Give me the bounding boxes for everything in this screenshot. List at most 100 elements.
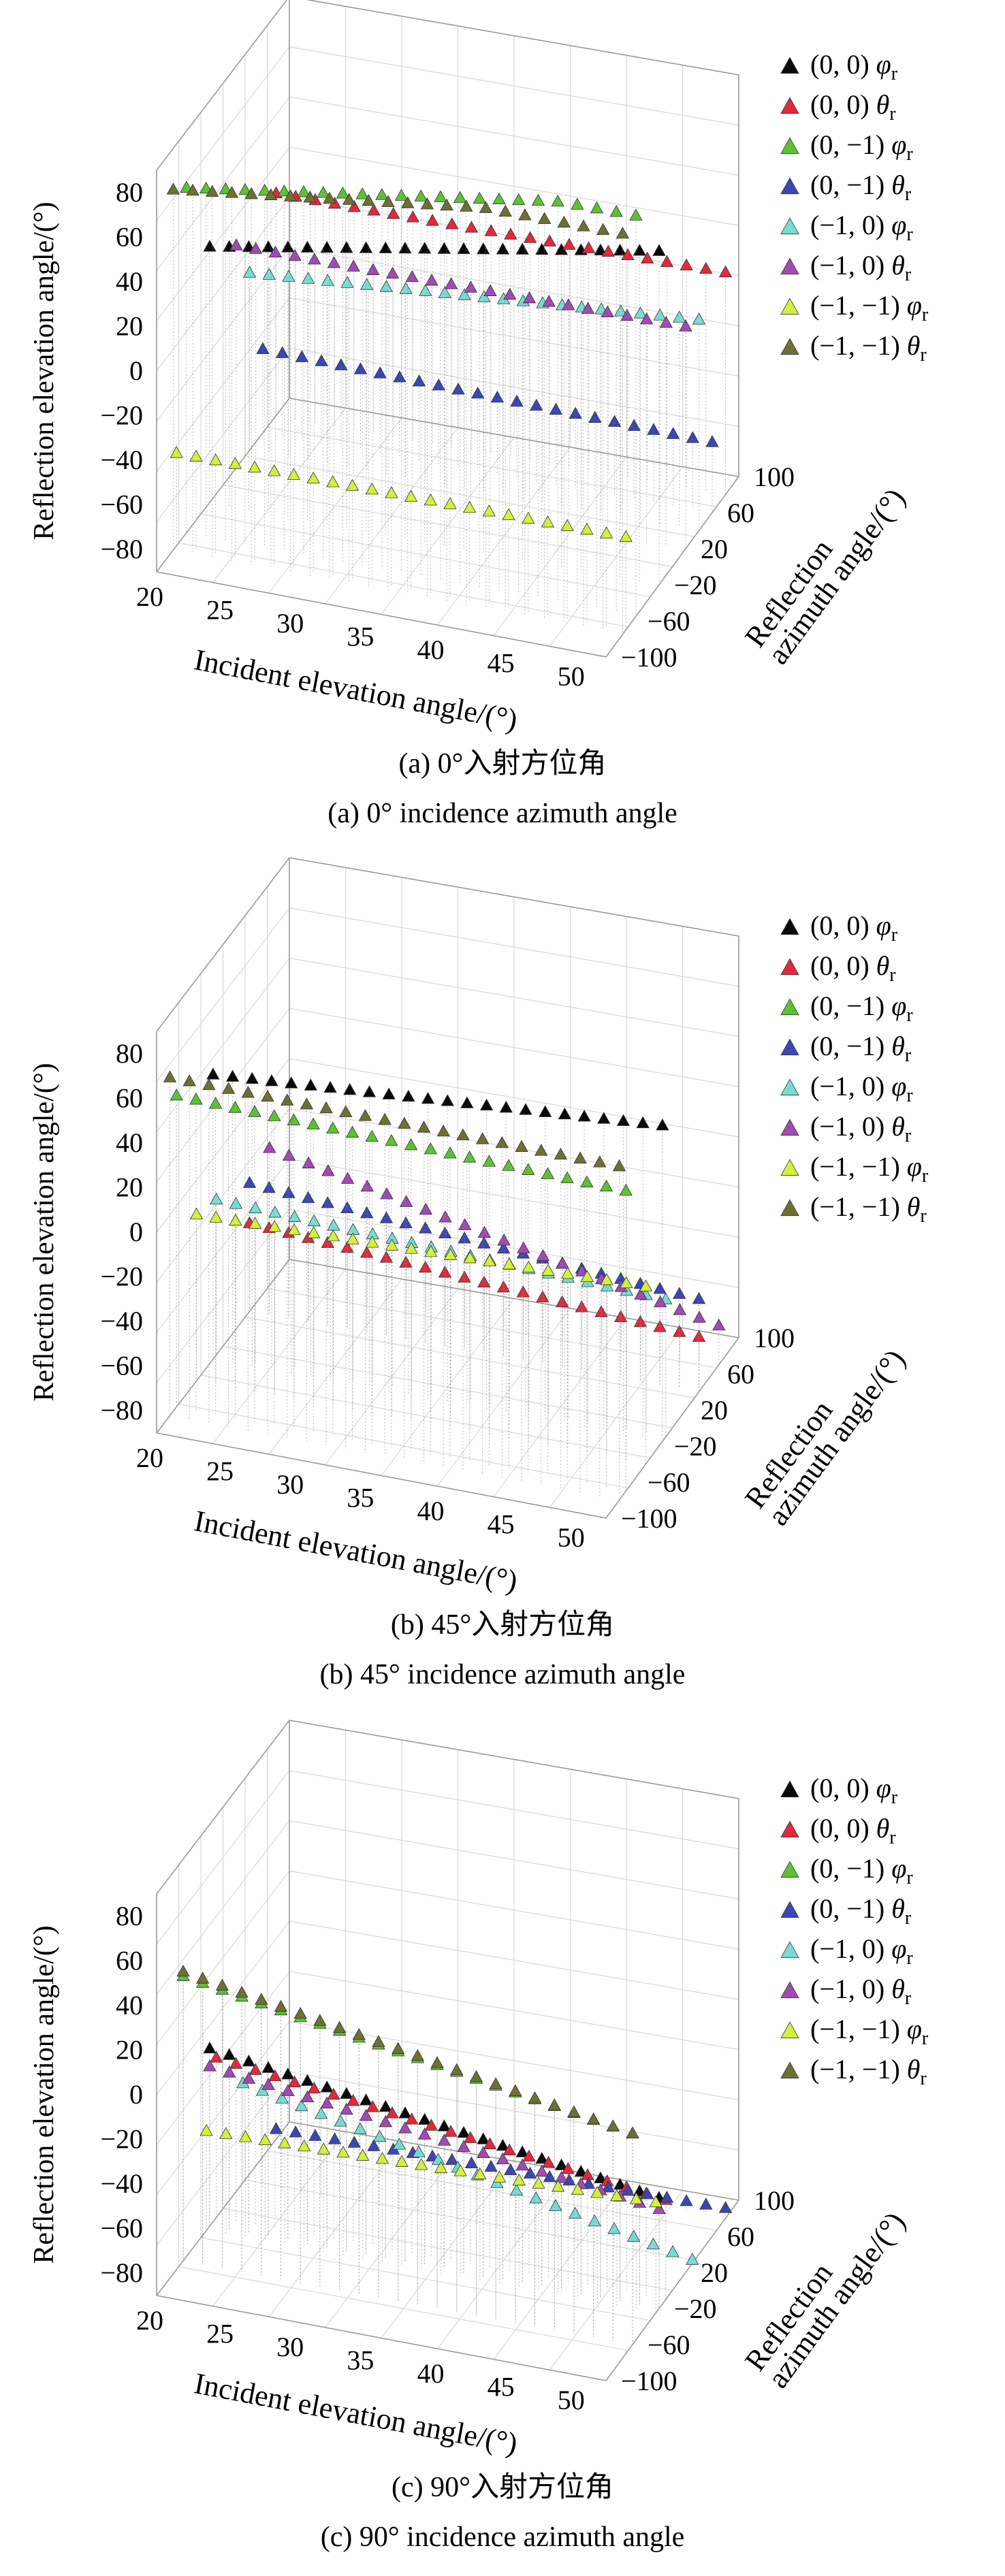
- data-point: [451, 382, 465, 395]
- data-point: [170, 446, 183, 458]
- legend-label: (−1, −1) φr: [810, 2014, 929, 2049]
- data-point: [379, 280, 394, 292]
- data-point: [225, 186, 239, 198]
- data-point: [536, 1249, 550, 1261]
- z-tick-label: −40: [100, 2168, 143, 2199]
- legend-marker: [780, 2061, 799, 2079]
- data-point: [600, 1273, 613, 1285]
- data-point: [209, 1210, 223, 1223]
- x-tick-label: 40: [417, 2358, 445, 2389]
- data-point: [340, 2087, 353, 2099]
- data-point: [261, 2061, 275, 2073]
- data-point: [424, 1244, 438, 1257]
- data-point: [541, 2155, 556, 2168]
- data-point: [535, 2164, 549, 2177]
- data-point: [356, 2148, 370, 2161]
- axis-edge: [289, 1720, 739, 1799]
- x-tick-label: 30: [276, 1469, 304, 1500]
- caption-en: (c) 90° incidence azimuth angle: [321, 2522, 685, 2553]
- data-point: [519, 1103, 532, 1115]
- chart-panel-3: 80 60 40 20 0 −20 −40 −60 −80 Reflection elevatio…: [29, 1720, 929, 2553]
- data-point: [660, 255, 674, 268]
- data-point: [346, 1232, 360, 1244]
- data-point: [483, 1254, 496, 1267]
- data-point: [301, 272, 315, 284]
- legend-marker: [780, 1038, 799, 1056]
- data-point: [653, 1295, 667, 1308]
- data-point: [353, 2122, 367, 2134]
- legend-marker: [780, 998, 799, 1016]
- data-point: [196, 1971, 210, 1984]
- z-tick-label: −40: [100, 445, 143, 475]
- data-point: [541, 1167, 555, 1179]
- data-point: [560, 1171, 574, 1184]
- data-point: [314, 2106, 328, 2119]
- data-point: [379, 2099, 392, 2112]
- data-point: [391, 2042, 405, 2055]
- data-point: [372, 2035, 385, 2047]
- z-tick-label: 60: [116, 1945, 143, 1976]
- data-point: [539, 1105, 552, 1117]
- data-point: [529, 2191, 543, 2204]
- data-point: [425, 274, 438, 286]
- data-point: [373, 366, 387, 379]
- data-point: [321, 1164, 335, 1176]
- data-point: [366, 2100, 379, 2112]
- z-tick-label: 20: [116, 1172, 143, 1202]
- data-point: [326, 475, 340, 487]
- data-point: [225, 1069, 240, 1082]
- data-point: [229, 238, 243, 251]
- z-tick-label: 80: [116, 1901, 143, 1931]
- data-point: [203, 2041, 217, 2054]
- data-point: [543, 234, 556, 246]
- data-point: [249, 1201, 262, 1214]
- data-point: [287, 1223, 301, 1236]
- data-point: [242, 2054, 256, 2067]
- data-point: [515, 2158, 529, 2171]
- grid-line: [267, 2150, 717, 2231]
- data-point: [484, 2159, 498, 2172]
- data-point: [444, 277, 458, 289]
- x-tick-label: 20: [136, 2305, 163, 2336]
- data-point: [453, 2164, 467, 2176]
- data-point: [229, 1213, 242, 1226]
- data-point: [430, 2056, 444, 2068]
- y-tick-label: 20: [701, 534, 728, 564]
- data-point: [340, 276, 354, 288]
- series-3: [170, 1088, 633, 1492]
- data-point: [600, 1279, 614, 1291]
- data-point: [306, 471, 320, 484]
- data-point: [580, 1175, 594, 1188]
- data-point: [404, 1138, 418, 1150]
- data-point: [535, 242, 549, 255]
- data-point: [574, 2165, 588, 2177]
- data-point: [228, 457, 242, 469]
- data-point: [287, 468, 301, 480]
- data-point: [660, 2191, 674, 2203]
- y-tick-label: 60: [727, 2221, 754, 2252]
- data-point: [342, 193, 356, 205]
- data-point: [399, 282, 413, 294]
- data-point: [554, 2158, 569, 2170]
- caption-en: (a) 0° incidence azimuth angle: [328, 798, 677, 829]
- legend-label: (0, 0) φr: [810, 910, 898, 946]
- data-point: [509, 2183, 524, 2196]
- data-point: [235, 1985, 249, 1998]
- z-tick-label: 20: [116, 310, 143, 341]
- data-point: [432, 378, 445, 391]
- data-point: [599, 1179, 613, 1192]
- series-7: [170, 446, 633, 630]
- data-point: [652, 244, 666, 256]
- z-tick-label: −80: [100, 534, 143, 564]
- data-point: [275, 2091, 289, 2104]
- axis-edge: [156, 1432, 607, 1519]
- data-point: [586, 2112, 601, 2125]
- data-point: [477, 1225, 492, 1238]
- grid-line: [267, 426, 717, 507]
- data-point: [282, 1186, 296, 1198]
- legend-marker: [780, 257, 799, 275]
- y-tick-label: 60: [727, 498, 754, 528]
- data-point: [378, 1112, 392, 1125]
- grid-line: [223, 484, 673, 568]
- y-tick-label: −20: [674, 570, 717, 600]
